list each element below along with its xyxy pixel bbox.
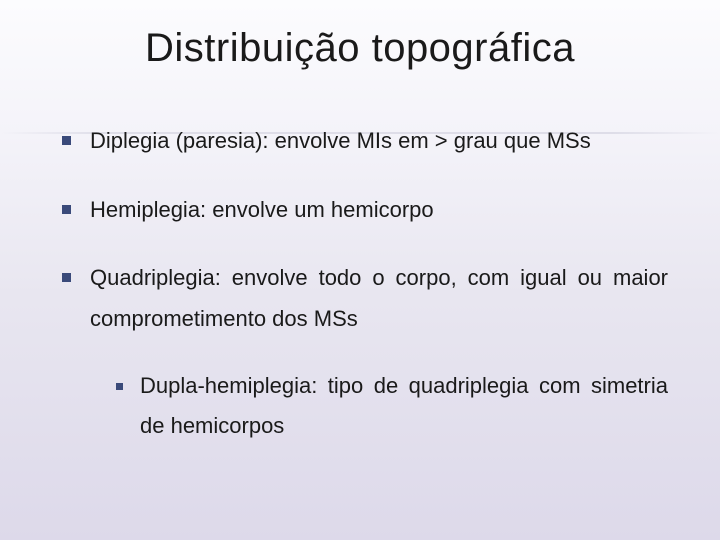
slide-title: Distribuição topográfica	[48, 26, 672, 71]
list-item-text: Hemiplegia: envolve um hemicorpo	[90, 197, 434, 222]
sub-bullet-list: Dupla-hemiplegia: tipo de quadriplegia c…	[116, 366, 668, 447]
list-item: Diplegia (paresia): envolve MIs em > gra…	[62, 121, 668, 162]
list-item: Quadriplegia: envolve todo o corpo, com …	[62, 258, 668, 447]
list-item-text: Dupla-hemiplegia: tipo de quadriplegia c…	[140, 373, 668, 439]
list-item-text: Quadriplegia: envolve todo o corpo, com …	[90, 265, 668, 331]
list-item: Hemiplegia: envolve um hemicorpo	[62, 190, 668, 231]
list-item: Dupla-hemiplegia: tipo de quadriplegia c…	[116, 366, 668, 447]
slide: Distribuição topográfica Diplegia (pares…	[0, 0, 720, 540]
list-item-text: Diplegia (paresia): envolve MIs em > gra…	[90, 128, 591, 153]
bullet-list: Diplegia (paresia): envolve MIs em > gra…	[48, 121, 672, 447]
